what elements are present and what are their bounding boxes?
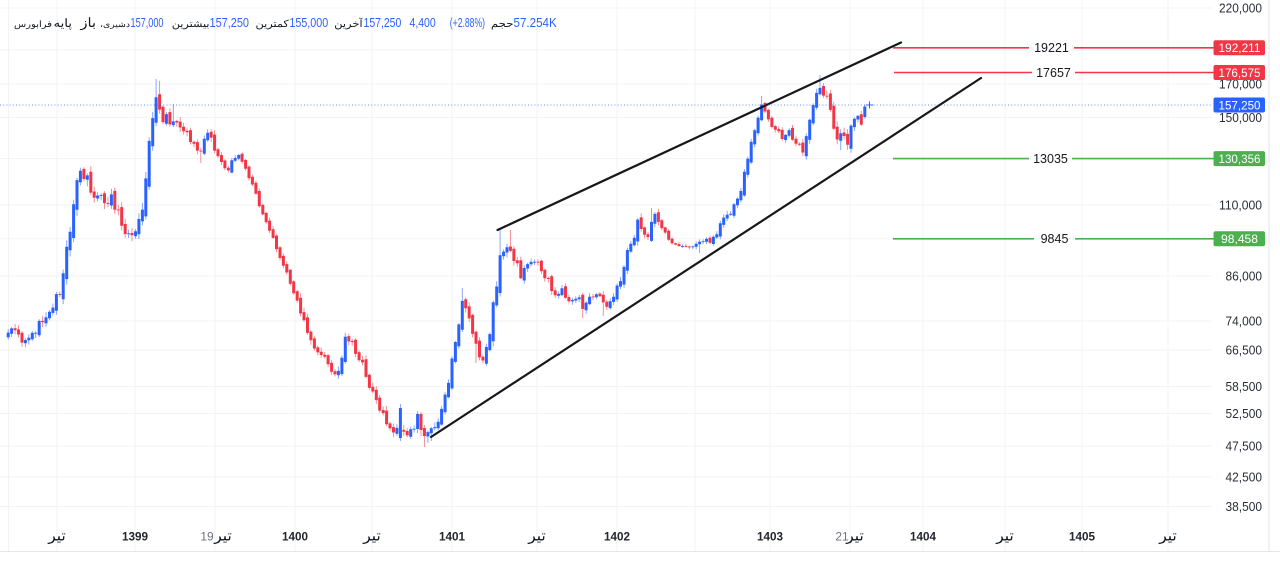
- svg-text:86,000: 86,000: [1226, 269, 1263, 283]
- svg-text:42,500: 42,500: [1226, 470, 1263, 484]
- svg-text:1404: 1404: [910, 530, 936, 544]
- svg-text:(+2.88%): (+2.88%): [450, 15, 485, 30]
- svg-text:1400: 1400: [282, 530, 308, 544]
- svg-text:38,500: 38,500: [1226, 500, 1263, 514]
- svg-text:19: 19: [200, 530, 214, 544]
- svg-text:150,000: 150,000: [1219, 111, 1262, 125]
- svg-text:66,500: 66,500: [1226, 343, 1263, 357]
- svg-text:1402: 1402: [604, 530, 630, 544]
- svg-text:52,500: 52,500: [1226, 407, 1263, 421]
- svg-text:157,250: 157,250: [210, 15, 250, 30]
- svg-text:9845: 9845: [1041, 232, 1069, 246]
- svg-text:110,000: 110,000: [1219, 198, 1262, 212]
- svg-text:155,000: 155,000: [289, 15, 328, 30]
- svg-text:192,211: 192,211: [1219, 41, 1261, 55]
- svg-text:98,458: 98,458: [1221, 232, 1258, 246]
- svg-text:170,000: 170,000: [1219, 77, 1262, 91]
- svg-text:19221: 19221: [1034, 41, 1069, 55]
- svg-text:21: 21: [835, 530, 849, 544]
- svg-text:130,356: 130,356: [1219, 152, 1261, 166]
- svg-text:1405: 1405: [1069, 530, 1095, 544]
- svg-text:176,575: 176,575: [1219, 66, 1261, 80]
- svg-text:74,000: 74,000: [1226, 314, 1263, 328]
- svg-text:13035: 13035: [1033, 152, 1068, 166]
- svg-text:1401: 1401: [439, 530, 465, 544]
- svg-text:17657: 17657: [1036, 66, 1071, 80]
- svg-text:4,400: 4,400: [410, 15, 436, 30]
- svg-text:1399: 1399: [122, 530, 148, 544]
- svg-text:58,500: 58,500: [1226, 380, 1263, 394]
- svg-text:57.254K: 57.254K: [514, 15, 557, 30]
- svg-text:220,000: 220,000: [1219, 1, 1262, 15]
- svg-text:157,250: 157,250: [1219, 98, 1261, 112]
- svg-text:157,000: 157,000: [131, 15, 164, 30]
- svg-text:47,500: 47,500: [1226, 439, 1263, 453]
- svg-text:157,250: 157,250: [364, 15, 402, 30]
- svg-text:1403: 1403: [757, 530, 783, 544]
